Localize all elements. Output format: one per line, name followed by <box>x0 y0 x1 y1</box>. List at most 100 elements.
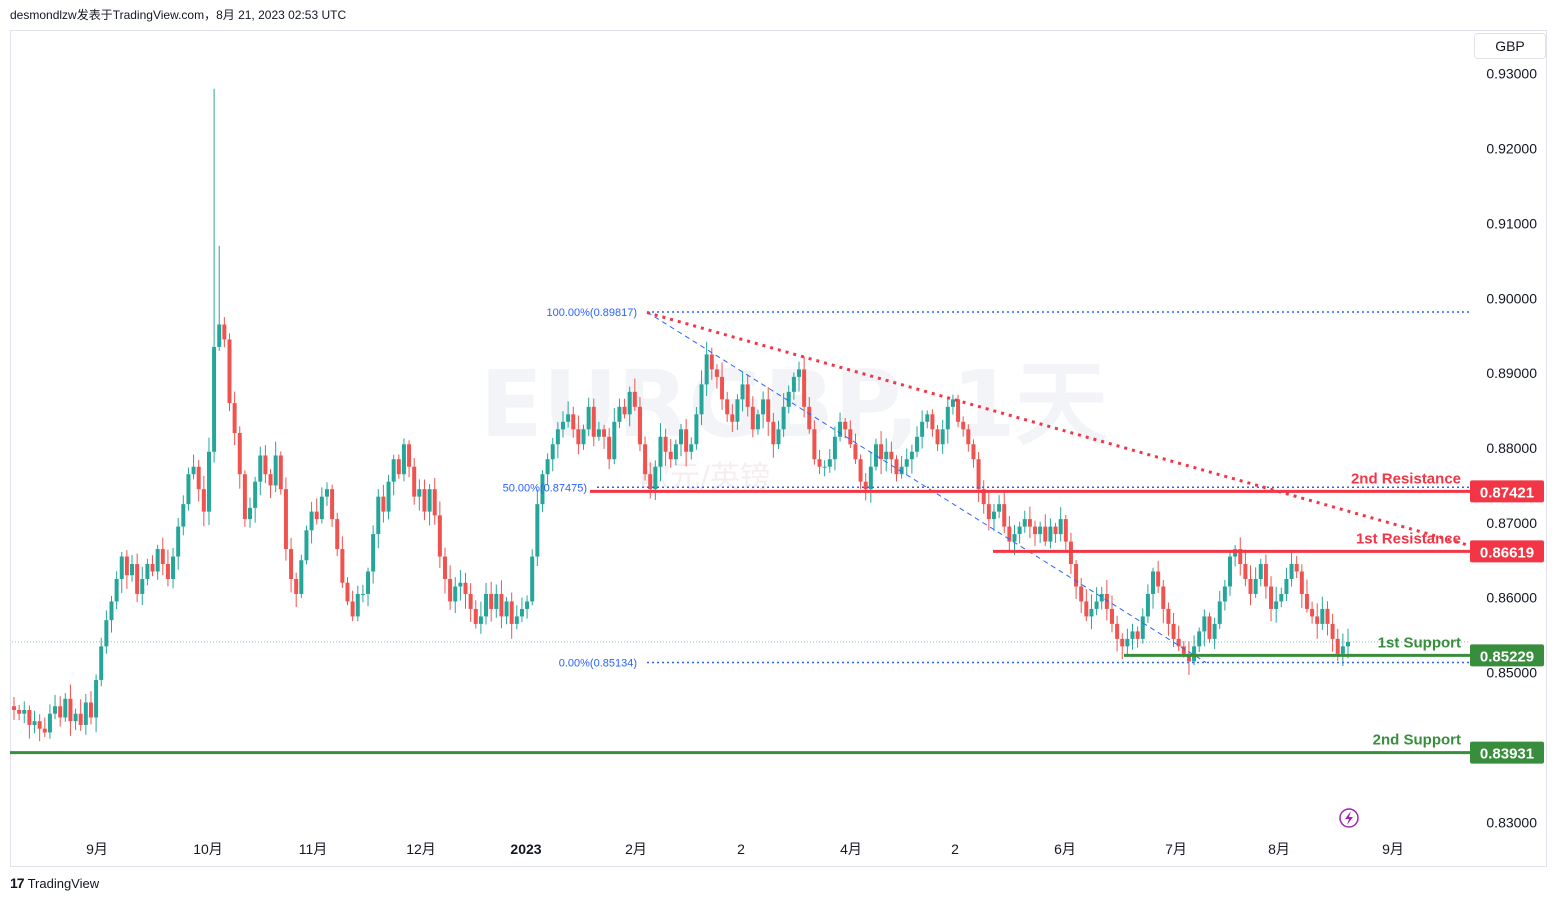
candle-body <box>1115 623 1120 639</box>
candle-body <box>104 620 109 647</box>
candle-body <box>1125 638 1130 647</box>
candle-body <box>802 369 807 407</box>
chart-frame[interactable] <box>10 30 1547 867</box>
candle-body <box>519 608 524 617</box>
candle-body <box>278 455 283 490</box>
candle-body <box>494 593 499 609</box>
candle-body <box>1299 571 1304 594</box>
candle-body <box>1053 526 1058 535</box>
candle-body <box>335 519 340 550</box>
candle-body <box>1120 638 1125 647</box>
candle-body <box>525 601 530 609</box>
candle-body <box>735 399 740 422</box>
candle-body <box>1063 519 1068 542</box>
candle-body <box>1346 641 1350 647</box>
candle-body <box>607 436 612 460</box>
candle-body <box>935 429 940 445</box>
candle-body <box>1248 578 1253 594</box>
candle-body <box>884 451 889 460</box>
candle-body <box>1335 638 1340 654</box>
candle-body <box>950 399 955 407</box>
lightning-icon-bolt <box>1345 811 1353 825</box>
candle-body <box>997 504 1002 512</box>
candle-body <box>1325 608 1330 624</box>
fib-level-label: 100.00%(0.89817) <box>546 307 637 319</box>
candle-body <box>1099 593 1104 602</box>
candle-body <box>1320 608 1325 624</box>
candle-body <box>1212 623 1217 639</box>
candle-body <box>478 616 483 624</box>
candle-body <box>915 436 920 452</box>
candle-body <box>1274 601 1279 609</box>
candle-body <box>468 593 473 609</box>
price-tick-label: 0.86000 <box>1486 590 1537 606</box>
candle-body <box>376 496 381 535</box>
key-level-name: 1st Resistance <box>1356 530 1461 547</box>
candle-body <box>658 436 663 467</box>
candle-body <box>437 515 442 557</box>
candle-body <box>176 526 181 557</box>
candle-body <box>1253 578 1258 594</box>
candle-body <box>201 489 206 512</box>
candle-body <box>273 455 278 486</box>
candle-body <box>899 466 904 475</box>
currency-badge[interactable]: GBP <box>1474 33 1546 59</box>
candle-body <box>248 507 253 520</box>
price-tick-label: 0.92000 <box>1486 141 1537 157</box>
candle-body <box>668 451 673 460</box>
candle-body <box>227 339 232 404</box>
candle-body <box>94 680 99 718</box>
candle-body <box>514 616 519 624</box>
candle-body <box>263 455 268 475</box>
candle-body <box>971 444 976 460</box>
candle-body <box>730 414 735 422</box>
price-tick-label: 0.88000 <box>1486 440 1537 456</box>
candle-body <box>319 496 324 520</box>
candle-body <box>1135 631 1140 639</box>
candle-body <box>222 324 227 340</box>
candle-body <box>453 586 458 602</box>
candle-body <box>330 489 335 520</box>
candle-body <box>755 414 760 430</box>
candle-body <box>1104 593 1109 609</box>
candle-body <box>212 346 217 452</box>
candle-body <box>181 504 186 527</box>
candle-body <box>340 549 345 583</box>
candle-body <box>637 406 642 445</box>
candle-body <box>309 511 314 531</box>
candle-body <box>663 436 668 452</box>
candle-body <box>232 403 237 434</box>
candle-body <box>1084 601 1089 617</box>
fibonacci-retracement: 100.00%(0.89817) 50.00%(0.87475) 0.00%(0.8… <box>503 307 1470 670</box>
candle-body <box>909 451 914 460</box>
price-tick-label: 0.83000 <box>1486 814 1537 830</box>
footer-branding[interactable]: 17 TradingView <box>10 875 99 891</box>
candle-body <box>1002 504 1007 527</box>
candle-body <box>976 459 981 490</box>
candle-body <box>37 721 42 729</box>
time-tick-label: 10月 <box>193 841 223 857</box>
price-tick-label: 0.87000 <box>1486 515 1537 531</box>
candle-body <box>555 429 560 445</box>
candle-body <box>63 698 68 718</box>
lightning-icon <box>1339 808 1359 828</box>
time-axis: 9月 10月 11月 12月 2023 2月 2 4月 2 6月 7月 8月 9月 <box>86 841 1404 857</box>
candle-body <box>345 582 350 602</box>
candle-body <box>530 556 535 602</box>
candle-body <box>863 481 868 490</box>
candle-body <box>786 391 791 407</box>
key-level-name: 1st Support <box>1378 634 1461 651</box>
candle-body <box>560 421 565 430</box>
candle-body <box>484 593 489 617</box>
candle-body <box>314 511 319 520</box>
candle-body <box>1166 608 1171 624</box>
candle-body <box>489 593 494 609</box>
candle-body <box>32 721 37 725</box>
candle-body <box>1207 616 1212 639</box>
candle-body <box>360 593 365 595</box>
candle-body <box>545 459 550 475</box>
candle-body <box>848 429 853 445</box>
key-levels: 2nd Resistance 0.87421 1st Resistance 0.866… <box>10 470 1544 764</box>
fib-diagonal-line <box>646 311 1207 663</box>
